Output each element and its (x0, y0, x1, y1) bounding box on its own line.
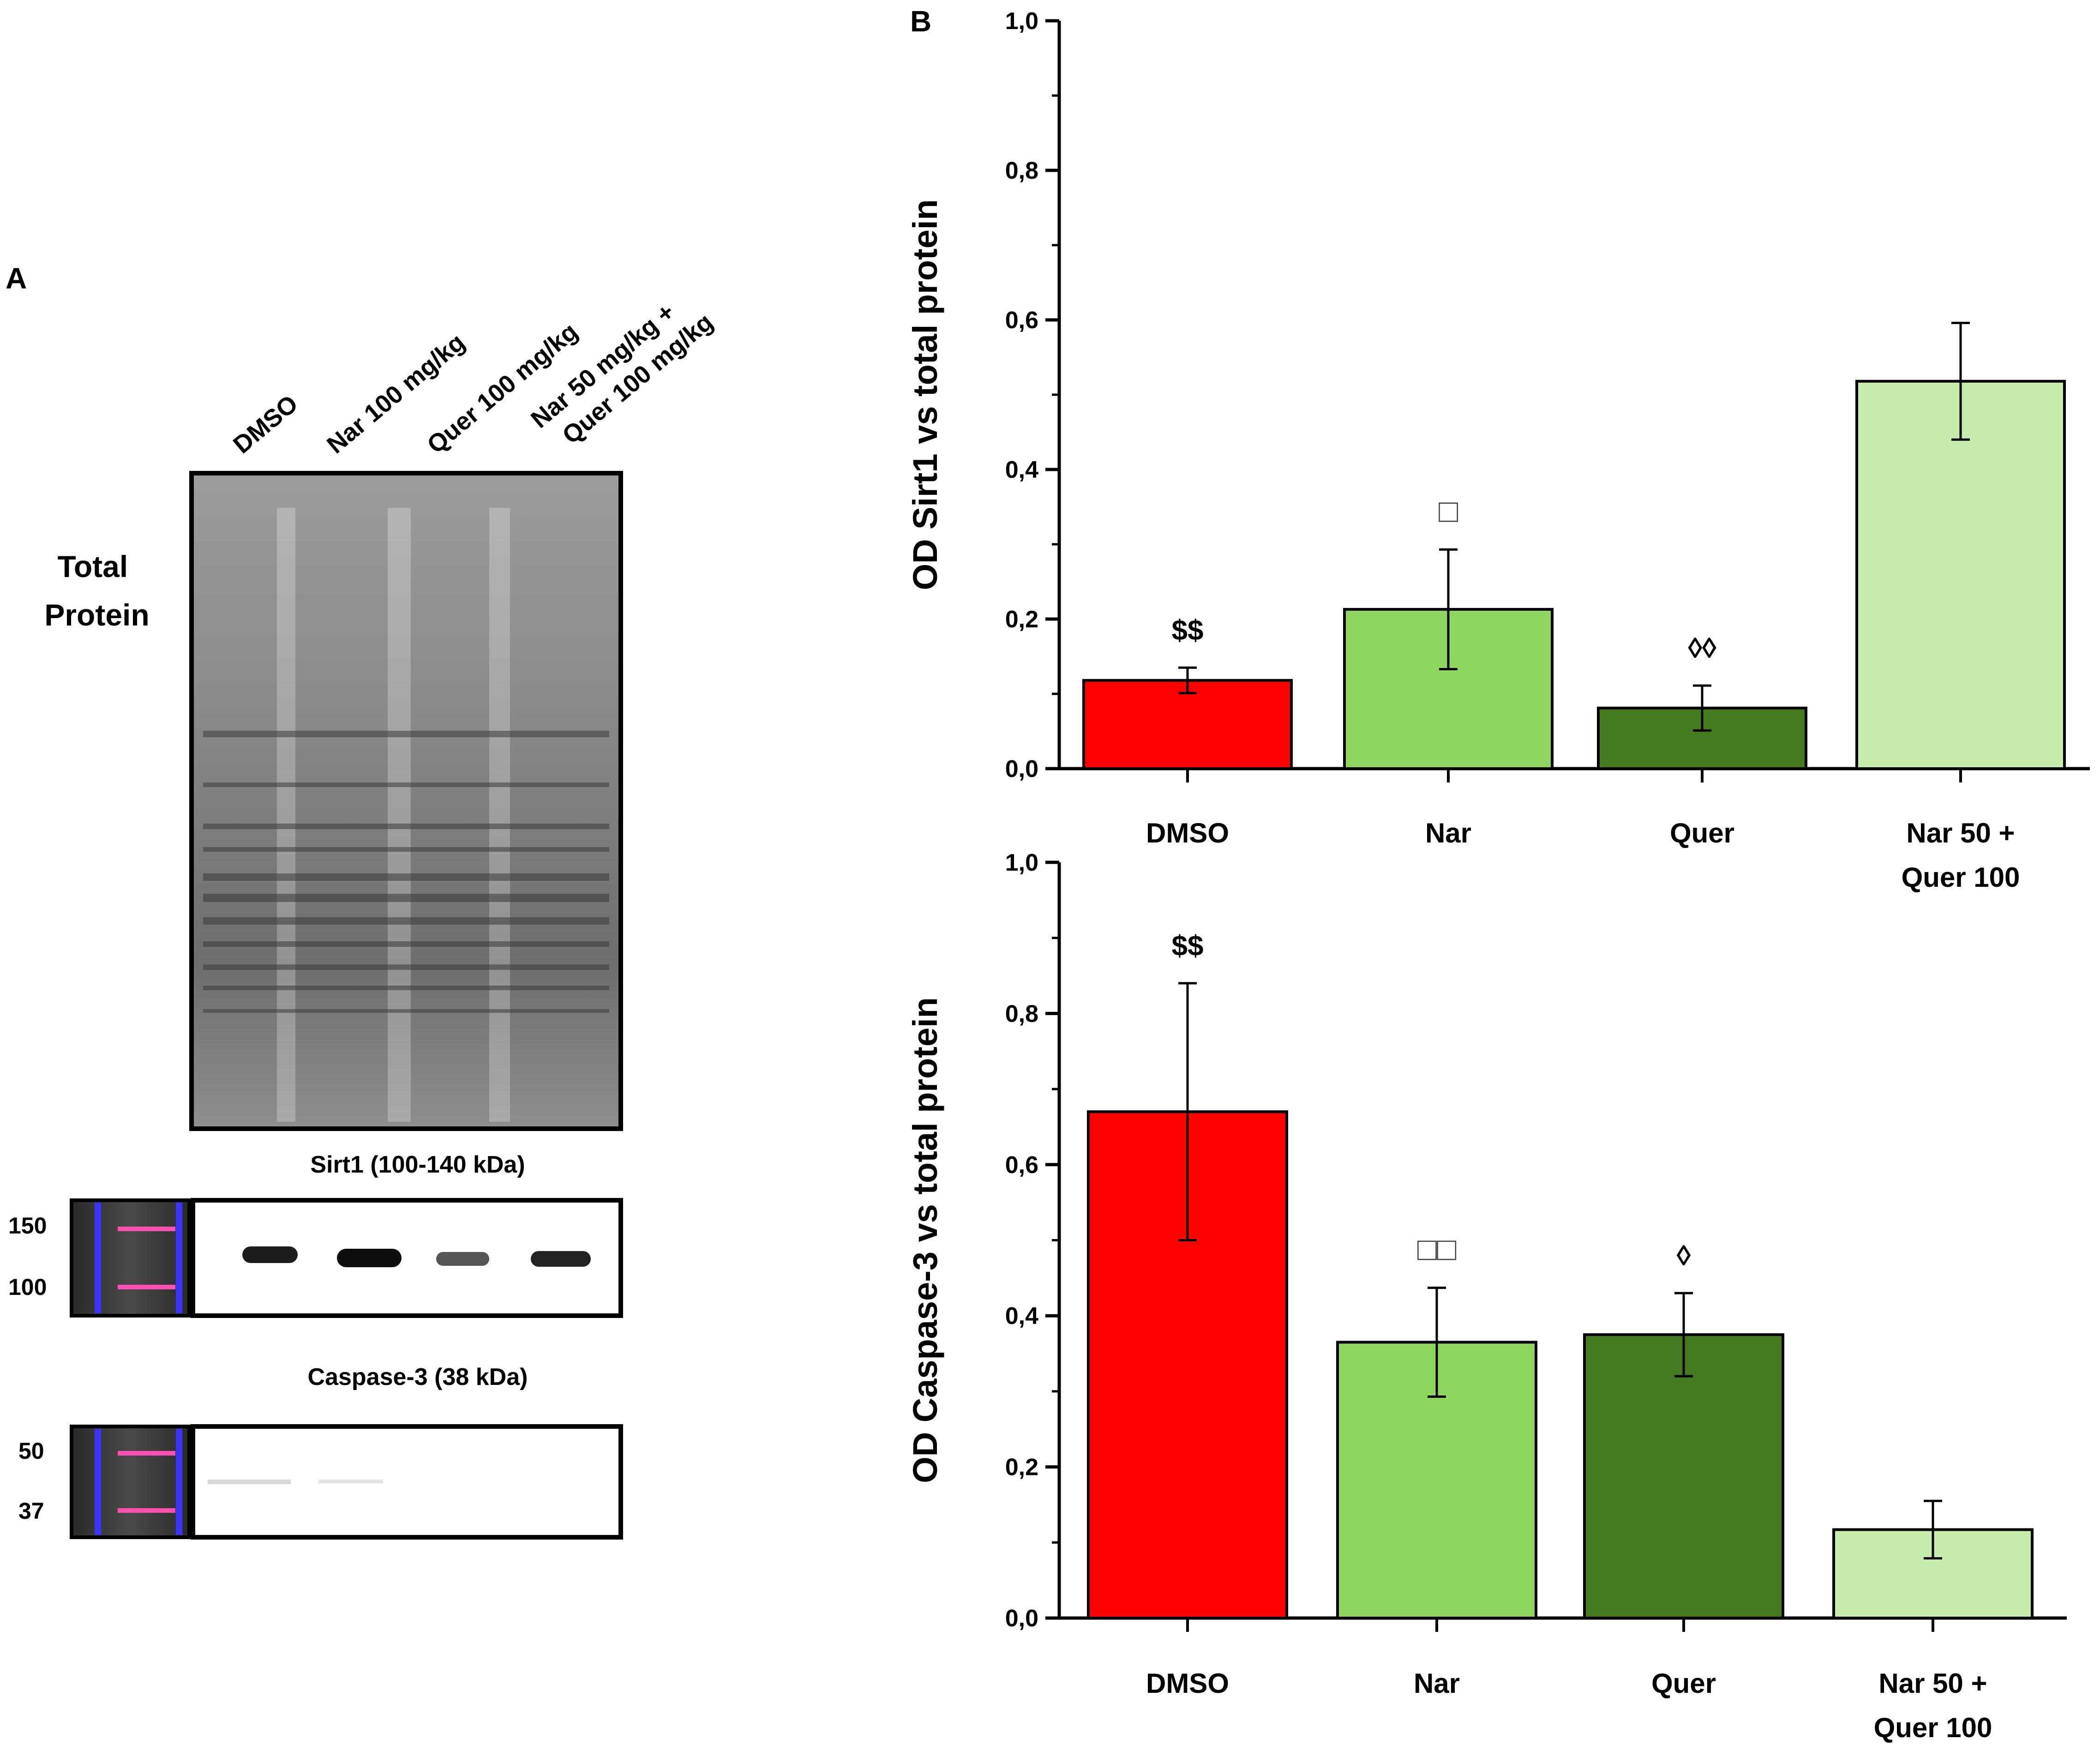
x-tick-label-0: DMSO (1146, 818, 1229, 848)
significance-mark-0: $$ (1172, 614, 1204, 646)
y-tick-label: 0,8 (1005, 157, 1038, 184)
significance-mark-0: $$ (1172, 930, 1204, 962)
y-axis-label: OD Caspase-3 vs total protein (906, 997, 944, 1483)
y-tick-label: 0,8 (1005, 1000, 1038, 1027)
x-tick-label-1: Nar (1414, 1668, 1460, 1699)
total-protein-gel (189, 471, 623, 1131)
x-tick-label-line: Quer (1670, 818, 1734, 848)
bar-3 (1855, 379, 2066, 770)
y-tick-label: 0,2 (1005, 606, 1038, 633)
x-tick-label-line: DMSO (1146, 818, 1229, 848)
y-tick-label: 0,0 (1005, 1605, 1038, 1632)
sirt1-marker-100: 100 (8, 1274, 47, 1300)
caspase3-marker-50: 50 (18, 1438, 44, 1464)
caspase3-blot-title: Caspase-3 (38 kDa) (308, 1364, 528, 1390)
x-tick-label-line: Nar 50 + (1906, 818, 2015, 848)
sirt1-marker-150: 150 (8, 1213, 47, 1239)
bar-2 (1583, 1333, 1784, 1619)
y-axis-label: OD Sirt1 vs total protein (906, 199, 944, 590)
x-tick-label-line: Quer (1651, 1668, 1716, 1699)
x-tick-label-line: Nar (1425, 818, 1471, 848)
y-tick-label: 0,6 (1005, 1152, 1038, 1179)
x-tick-label-line: DMSO (1146, 1668, 1229, 1699)
sirt1-blot-title: Sirt1 (100-140 kDa) (310, 1151, 525, 1178)
lane-label-dmso: DMSO (228, 390, 303, 459)
x-tick-label-2: Quer (1651, 1668, 1716, 1699)
x-tick-label-2: Quer (1670, 818, 1734, 848)
significance-mark-2: ◊◊ (1688, 632, 1716, 664)
caspase3-bar-chart: 0,0 0,2 0,4 0,6 0,8 1,0 OD Caspase-3 vs total … (906, 849, 2067, 1743)
panel-a-label: A (6, 262, 27, 295)
y-tick-label: 0,4 (1005, 457, 1038, 483)
panel-b-label: B (910, 5, 931, 38)
y-tick-label: 0,6 (1005, 307, 1038, 334)
x-tick-label-line: Quer 100 (1874, 1712, 1992, 1743)
caspase3-marker-37: 37 (18, 1498, 44, 1524)
lane-label-combo: Nar 50 mg/kg + Quer 100 mg/kg (526, 283, 718, 458)
x-tick-label-1: Nar (1425, 818, 1471, 848)
y-tick-label: 1,0 (1005, 849, 1038, 876)
x-tick-label-line: Nar (1414, 1668, 1460, 1699)
y-tick-label: 0,0 (1005, 756, 1038, 782)
significance-mark-2: ◊ (1677, 1240, 1691, 1272)
x-tick-label-line: Nar 50 + (1878, 1668, 1987, 1699)
gel-bands (203, 731, 609, 1013)
significance-mark-1: □ (1439, 493, 1458, 529)
gel-lane-streaks (277, 508, 510, 1122)
panel-a: A DMSO Nar 100 mg/kg Quer 100 mg/kg Nar … (6, 262, 718, 1540)
caspase3-blot: 50 37 (18, 1424, 623, 1540)
significance-mark-1: □□ (1417, 1231, 1457, 1267)
x-tick-label-3: Nar 50 + Quer 100 (1874, 1668, 1992, 1743)
total-protein-label: Total Protein (44, 549, 149, 632)
sirt1-blot: 150 100 (8, 1198, 623, 1318)
y-tick-label: 1,0 (1005, 8, 1038, 35)
x-tick-label-3: Nar 50 + Quer 100 (1902, 818, 2020, 893)
y-tick-label: 0,2 (1005, 1454, 1038, 1481)
y-tick-label: 0,4 (1005, 1303, 1038, 1330)
sirt1-bar-chart: 0,0 0,2 0,4 0,6 0,8 1,0 OD Sirt1 vs total prot… (906, 8, 2090, 893)
lane-labels: DMSO Nar 100 mg/kg Quer 100 mg/kg Nar 50… (228, 283, 718, 459)
x-tick-label-line: Quer 100 (1902, 862, 2020, 893)
x-tick-label-0: DMSO (1146, 1668, 1229, 1699)
